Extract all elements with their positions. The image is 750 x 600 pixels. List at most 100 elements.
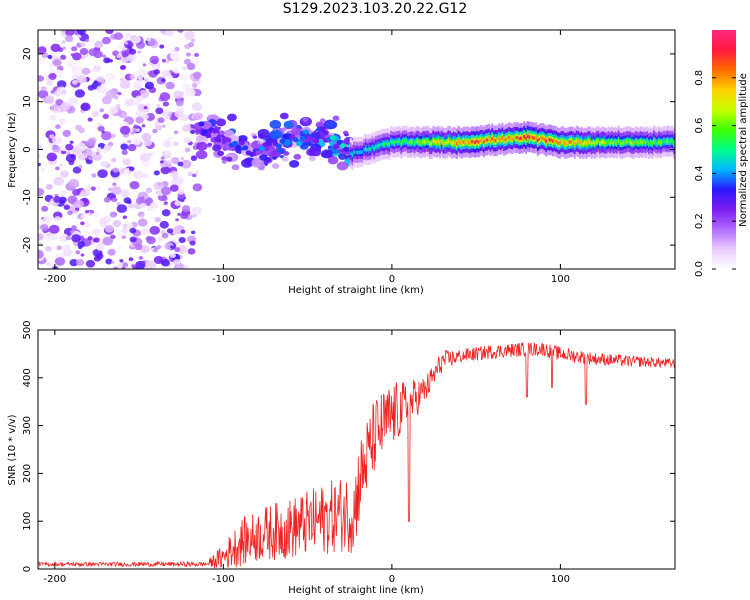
heatmap-cell — [134, 243, 143, 251]
heatmap-cell — [624, 140, 627, 144]
heatmap-cell — [175, 218, 179, 222]
heatmap-cell — [72, 52, 82, 61]
heatmap-cell — [445, 141, 448, 145]
heatmap-cell — [371, 145, 374, 149]
heatmap-cell — [93, 80, 98, 84]
heatmap-cell — [410, 140, 413, 144]
heatmap-cell — [48, 72, 57, 80]
heatmap-cell — [93, 50, 103, 59]
heatmap-cell — [174, 262, 185, 269]
heatmap-cell — [85, 38, 90, 43]
heatmap-cell — [48, 224, 60, 234]
heatmap-cell — [53, 196, 62, 203]
heatmap-cell — [127, 139, 132, 144]
heatmap-cell — [349, 151, 352, 156]
heatmap-cell — [121, 235, 127, 240]
y-tick-label: 200 — [22, 464, 33, 483]
heatmap-cell — [116, 53, 122, 59]
heatmap-cell — [584, 141, 587, 145]
heatmap-cell — [87, 117, 93, 122]
heatmap-cell — [293, 153, 302, 160]
heatmap-cell — [595, 140, 598, 144]
heatmap-cell — [153, 69, 160, 75]
x-tick-label: -100 — [212, 274, 235, 285]
heatmap-cell — [38, 46, 47, 55]
heatmap-cell — [190, 129, 196, 135]
heatmap-cell — [129, 236, 137, 243]
heatmap-cell — [65, 143, 74, 151]
heatmap-cell — [553, 138, 556, 143]
heatmap-cell — [97, 122, 103, 127]
heatmap-cell — [119, 125, 131, 135]
heatmap-cell — [60, 102, 71, 111]
heatmap-cell — [327, 156, 339, 165]
heatmap-cell — [80, 102, 91, 112]
heatmap-cell — [207, 142, 213, 147]
heatmap-cell — [551, 139, 555, 143]
heatmap-cell — [275, 143, 282, 149]
heatmap-cell — [160, 186, 172, 196]
heatmap-cell — [271, 150, 279, 156]
heatmap-cell — [135, 116, 144, 124]
heatmap-cell — [447, 139, 450, 143]
x-tick-label: -200 — [44, 574, 67, 585]
heatmap-cell — [368, 147, 371, 152]
heatmap-cell — [434, 140, 437, 144]
heatmap-cell — [60, 54, 67, 60]
heatmap-cell — [105, 72, 116, 81]
heatmap-cell — [103, 57, 111, 64]
heatmap-cell — [169, 184, 179, 192]
heatmap-cell — [173, 141, 179, 146]
heatmap-cell — [578, 141, 582, 146]
heatmap-cell — [112, 219, 122, 228]
heatmap-cell — [120, 189, 130, 198]
heatmap-cell — [373, 146, 376, 151]
heatmap-cell — [482, 140, 485, 144]
heatmap-cell — [49, 134, 55, 139]
heatmap-cell — [153, 256, 164, 264]
heatmap-cell — [279, 112, 289, 120]
heatmap-cell — [67, 210, 73, 216]
heatmap-cell — [128, 203, 135, 209]
heatmap-cell — [333, 143, 340, 149]
heatmap-cell — [77, 241, 86, 248]
heatmap-cell — [117, 245, 122, 250]
heatmap-cell — [191, 38, 196, 42]
heatmap-cell — [369, 147, 373, 151]
y-tick-label: 0 — [22, 146, 33, 152]
heatmap-cell — [108, 106, 119, 115]
heatmap-cell — [74, 200, 85, 209]
heatmap-cell — [469, 141, 472, 145]
heatmap-cell — [74, 89, 85, 98]
heatmap-cell — [257, 141, 262, 145]
heatmap-cell — [216, 118, 227, 127]
heatmap-cell — [148, 152, 154, 157]
heatmap-cell — [41, 86, 47, 92]
heatmap-cell — [38, 89, 49, 99]
heatmap-cell — [642, 140, 646, 144]
heatmap-cell — [124, 41, 128, 45]
heatmap-cell — [176, 245, 188, 254]
heatmap-cell — [412, 140, 415, 144]
heatmap-cell — [153, 170, 160, 176]
heatmap-cell — [102, 236, 113, 246]
heatmap-cell — [161, 124, 166, 128]
heatmap-cell — [97, 169, 108, 179]
heatmap-cell — [59, 233, 69, 242]
heatmap-cell — [174, 110, 183, 118]
heatmap-cell — [170, 156, 180, 165]
heatmap-cell — [41, 216, 52, 225]
heatmap-cell — [111, 157, 117, 163]
heatmap-cell — [626, 139, 629, 144]
heatmap-cell — [50, 103, 60, 112]
heatmap-cell — [168, 149, 173, 153]
heatmap-cell — [72, 188, 81, 196]
heatmap-cell — [61, 40, 66, 44]
heatmap-cell — [237, 135, 248, 143]
heatmap-cell — [437, 139, 440, 143]
heatmap-cell — [161, 232, 169, 239]
heatmap-cell — [535, 135, 538, 140]
heatmap-cell — [121, 227, 129, 234]
heatmap-cell — [189, 240, 196, 246]
